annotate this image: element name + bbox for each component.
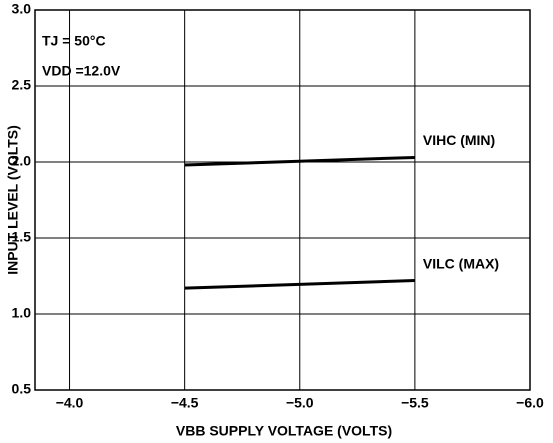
x-tick-label: −6.0 xyxy=(516,395,544,411)
series-line xyxy=(184,155,415,167)
y-tick-label: 3.0 xyxy=(12,1,32,17)
y-tick-label: 0.5 xyxy=(12,381,32,397)
x-tick-label: −5.5 xyxy=(401,395,429,411)
series-label: VILC (MAX) xyxy=(423,255,499,271)
x-tick-label: −5.0 xyxy=(286,395,314,411)
y-axis-label: INPUT LEVEL (VOLTS) xyxy=(5,125,21,275)
series-label: VIHC (MIN) xyxy=(423,132,495,148)
y-tick-label: 2.0 xyxy=(12,153,32,169)
annotation: TJ = 50°C xyxy=(42,33,106,49)
y-tick-label: 1.0 xyxy=(12,305,32,321)
annotation: VDD =12.0V xyxy=(42,63,121,79)
y-tick-label: 2.5 xyxy=(12,77,32,93)
x-tick-label: −4.5 xyxy=(171,395,199,411)
y-tick-label: 1.5 xyxy=(12,229,32,245)
x-axis-label: VBB SUPPLY VOLTAGE (VOLTS) xyxy=(176,423,392,439)
x-tick-label: −4.0 xyxy=(56,395,84,411)
series-line xyxy=(184,279,415,290)
